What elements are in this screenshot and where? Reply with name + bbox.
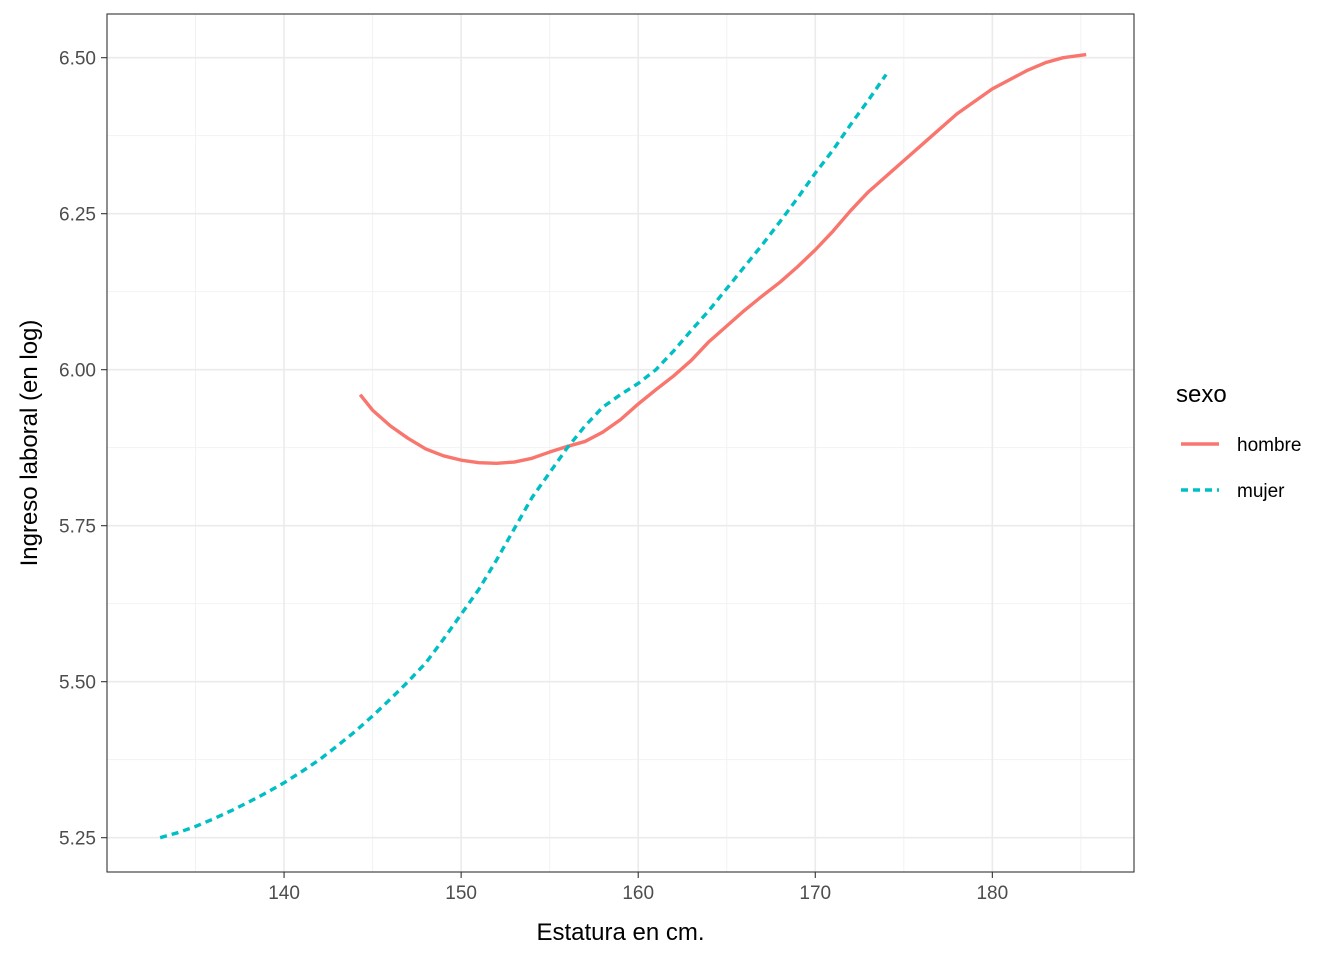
legend-label-hombre: hombre [1237,435,1301,456]
axes: 140 150 160 170 180 5.25 5.50 5.75 6.00 6.25 6.50 [59,49,1008,904]
x-tick-label: 140 [268,883,300,904]
legend: sexo hombre mujer [1176,381,1301,502]
x-tick-label: 180 [976,883,1008,904]
data-series [159,52,1087,840]
y-tick-label: 5.75 [59,517,96,538]
y-tick-label: 6.25 [59,205,96,226]
y-tick-label: 5.50 [59,673,96,694]
legend-title: sexo [1176,381,1227,408]
y-tick-label: 6.50 [59,49,96,70]
plot-panel-border [106,13,1135,873]
y-axis-title: Ingreso laboral (en log) [16,320,43,567]
series-line-mujer [159,73,888,840]
grid-lines [107,14,1134,872]
legend-label-mujer: mujer [1237,481,1285,502]
x-tick-label: 170 [799,883,831,904]
y-tick-label: 5.25 [59,829,96,850]
x-axis-title: Estatura en cm. [536,919,704,946]
x-tick-label: 160 [622,883,654,904]
series-line-hombre [358,52,1087,465]
legend-items: hombre mujer [1181,435,1301,502]
y-tick-label: 6.00 [59,361,96,382]
x-tick-label: 150 [445,883,477,904]
